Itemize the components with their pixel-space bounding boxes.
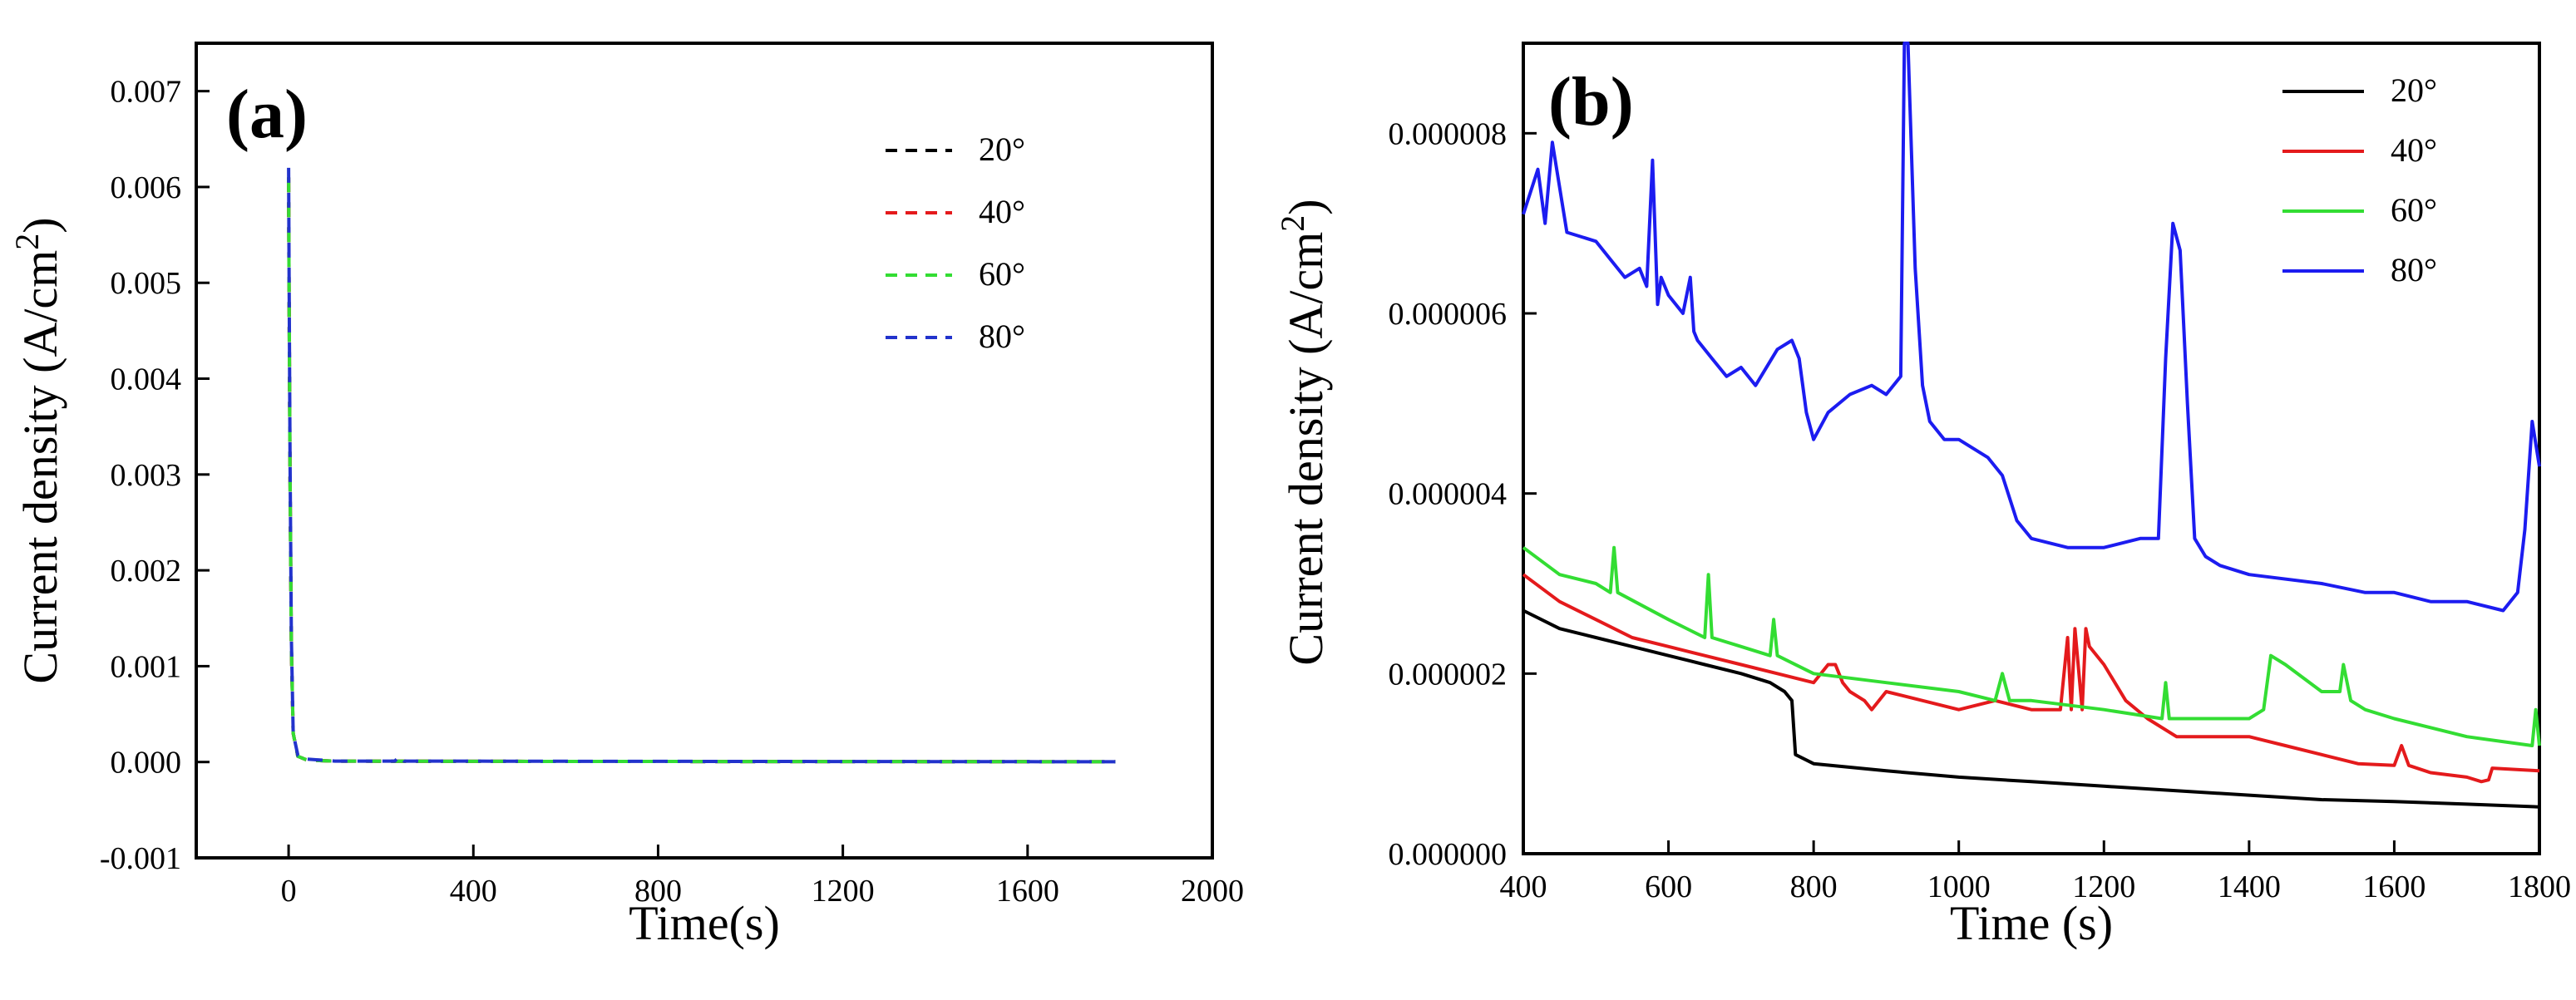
chart-b-y-tick-label: 0.000004: [1389, 477, 1508, 512]
chart-a-x-tick-label: 400: [450, 874, 497, 909]
chart-a-x-tick-label: 0: [281, 874, 297, 909]
chart-b-legend: 20° 40° 60° 80°: [2282, 71, 2437, 288]
chart-b-y-axis-label-main: Current density (A/cm: [1279, 232, 1333, 666]
chart-b-x-tick-label: 1000: [1927, 869, 1991, 904]
chart-a-y-tick-label: 0.003: [111, 458, 182, 493]
chart-b-y-tick-label: 0.000002: [1389, 657, 1508, 692]
chart-b-x-tick-label: 1800: [2508, 869, 2571, 904]
chart-b-panel-label: (b): [1548, 63, 1634, 140]
chart-b-plot-frame: [1522, 42, 2541, 855]
chart-a-y-tick-label: 0.004: [111, 362, 182, 397]
chart-b-x-axis-label: Time (s): [1950, 896, 2113, 950]
chart-a-plot-frame: [195, 42, 1214, 860]
chart-b-series-line-2: [1522, 573, 2540, 784]
chart-b-legend-label: 80°: [2391, 251, 2437, 288]
chart-a-y-tick-label: 0.006: [111, 170, 182, 205]
chart-b-legend-label: 20°: [2391, 71, 2437, 109]
chart-a-panel-label: (a): [226, 76, 308, 153]
chart-b-series-line-3: [1522, 545, 2541, 747]
chart-b-x-tick-label: 600: [1645, 869, 1692, 904]
chart-a: 0 400 800 1200 1600 2000 -0.001 0.000 0.001 0.002…: [8, 42, 1244, 950]
chart-b: 400 600 800 1000 1200 1400 1600 1800 0.000000 0.0…: [1274, 42, 2572, 950]
chart-a-y-tick-label: 0.007: [111, 75, 182, 110]
chart-b-series-group: [1522, 42, 2541, 809]
chart-a-y-axis-label: Current density (A/cm2): [8, 217, 67, 683]
chart-b-legend-label: 60°: [2391, 191, 2437, 229]
chart-b-x-tick-label: 400: [1500, 869, 1547, 904]
chart-b-series-line-1: [1522, 608, 2540, 809]
chart-a-y-tick-label: 0.002: [111, 554, 182, 589]
chart-a-y-tick-label: 0.005: [111, 266, 182, 301]
chart-b-y-tick-label: 0.000000: [1389, 837, 1508, 872]
chart-b-x-tick-label: 800: [1790, 869, 1838, 904]
chart-a-legend-label: 60°: [979, 255, 1025, 293]
chart-b-y-axis-label-sup: 2: [1274, 215, 1311, 232]
chart-a-y-axis-label-main: Current density (A/cm: [13, 250, 67, 684]
chart-b-y-tick-label: 0.000008: [1389, 116, 1508, 151]
chart-a-legend: 20° 40° 60° 80°: [886, 131, 1025, 355]
chart-a-series-line-3: [287, 177, 1116, 764]
chart-a-x-tick-label: 2000: [1181, 874, 1244, 909]
chart-a-y-tick-label: 0.001: [111, 649, 182, 684]
chart-b-x-tick-label: 1400: [2218, 869, 2281, 904]
chart-a-y-axis-label-close: ): [13, 217, 67, 233]
chart-b-series-line-4: [1522, 42, 2541, 613]
chart-a-y-tick-label: -0.001: [100, 841, 181, 876]
chart-a-x-tick-label: 800: [634, 874, 682, 909]
chart-a-y-axis-label-sup: 2: [8, 234, 46, 250]
chart-a-x-axis-label: Time(s): [629, 896, 780, 950]
chart-b-ticks: 400 600 800 1000 1200 1400 1600 1800 0.000000 0.0…: [1389, 116, 2572, 904]
chart-a-series-line-4: [287, 167, 1116, 764]
chart-b-x-tick-label: 1200: [2072, 869, 2135, 904]
chart-a-legend-label: 40°: [979, 193, 1025, 230]
chart-b-y-axis-label: Current density (A/cm2): [1274, 199, 1333, 665]
chart-a-legend-label: 20°: [979, 131, 1025, 168]
chart-b-legend-label: 40°: [2391, 131, 2437, 169]
chart-a-x-tick-label: 1200: [812, 874, 875, 909]
chart-a-legend-label: 80°: [979, 318, 1025, 355]
chart-b-y-tick-label: 0.000006: [1389, 297, 1508, 332]
chart-a-ticks: 0 400 800 1200 1600 2000 -0.001 0.000 0.001 0.002…: [100, 75, 1244, 909]
chart-b-x-tick-label: 1600: [2362, 869, 2425, 904]
chart-a-x-tick-label: 1600: [996, 874, 1059, 909]
chart-a-y-tick-label: 0.000: [111, 746, 182, 781]
chart-a-series-group: [287, 167, 1116, 764]
chart-b-y-axis-label-close: ): [1279, 199, 1333, 214]
